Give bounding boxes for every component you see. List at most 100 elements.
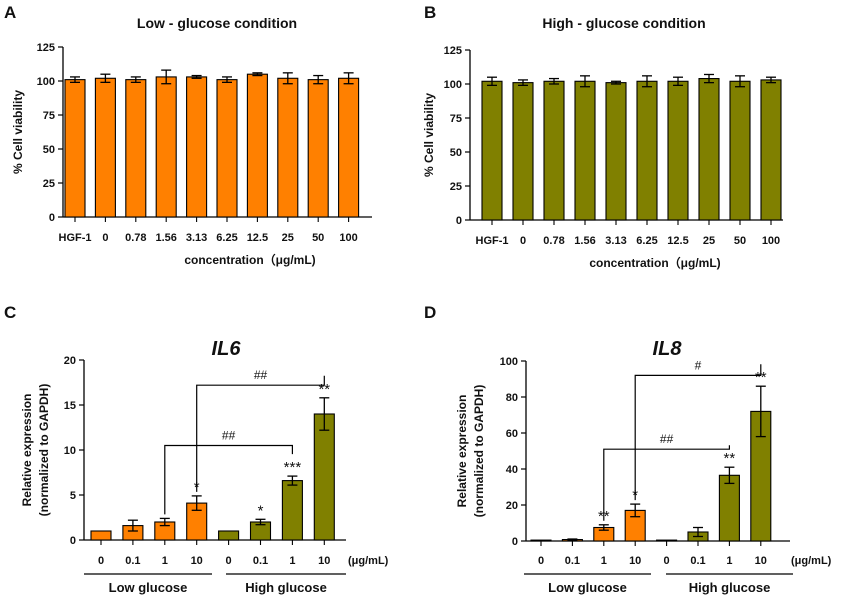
panel-b-bar: [729, 80, 751, 221]
panel-c-category-label: 1: [289, 555, 295, 567]
panel-d-category-label: 0: [664, 555, 670, 567]
panel-c-letter: C: [4, 303, 16, 322]
panel-b-category-label: 1.56: [574, 235, 595, 247]
panel-c-bar: [90, 530, 112, 541]
panel-c-significance-label: *: [258, 502, 264, 519]
panel-b-category-label: 3.13: [605, 235, 626, 247]
panel-a-ytick-label: 75: [43, 110, 55, 122]
panel-a-ytick-label: 100: [37, 76, 55, 88]
panel-b-bar: [481, 80, 503, 221]
panel-a-ytick-label: 25: [43, 178, 55, 190]
panel-d-letter: D: [424, 303, 436, 322]
panel-a-category-label: 6.25: [216, 232, 237, 244]
panel-c-ytick-label: 15: [64, 400, 76, 412]
panel-d-ytick-label: 80: [506, 392, 518, 404]
panel-d-category-label: 1: [601, 555, 607, 567]
panel-b-ytick-label: 100: [444, 79, 462, 91]
panel-a-bar: [64, 79, 86, 218]
panel-a-bar: [125, 79, 147, 218]
panel-c-category-label: 1: [162, 555, 168, 567]
panel-a-category-label: 3.13: [186, 232, 207, 244]
panel-a-bar: [155, 76, 177, 218]
panel-d-bracket-label: #: [695, 358, 702, 372]
panel-b-bar: [543, 80, 565, 221]
panel-c-category-label: 0: [98, 555, 104, 567]
panel-b-category-label: 6.25: [636, 235, 657, 247]
panel-b-category-label: 0.78: [543, 235, 564, 247]
panel-a-category-label: HGF-1: [59, 232, 92, 244]
panel-d-category-label: 10: [755, 555, 767, 567]
panel-d-category-label: 1: [726, 555, 732, 567]
panel-c-ytick-label: 0: [70, 535, 76, 547]
panel-a-category-label: 12.5: [247, 232, 268, 244]
panel-c-bar: [218, 530, 240, 541]
panel-d-group-label-high: High glucose: [689, 580, 771, 595]
panel-d-bracket: [634, 364, 762, 501]
panel-a-letter: A: [4, 3, 16, 22]
panel-d-bar: [530, 539, 552, 542]
panel-a-ytick-label: 50: [43, 144, 55, 156]
panel-c-bracket: [196, 375, 325, 492]
panel-b-bar: [698, 78, 720, 221]
panel-d-category-label: 0.1: [690, 555, 705, 567]
panel-a-xlabel: concentration（μg/mL): [184, 252, 315, 267]
panel-a-ytick-label: 125: [37, 42, 55, 54]
panel-d-ylabel2: (normalized to GAPDH): [472, 385, 486, 518]
panel-d-ytick-label: 100: [500, 356, 518, 368]
panel-b-ytick-label: 50: [450, 147, 462, 159]
panel-b-bar: [667, 80, 689, 221]
panel-d-significance-label: **: [755, 369, 767, 386]
panel-b-category-label: 12.5: [667, 235, 688, 247]
panel-d-bracket-label: ##: [660, 432, 674, 446]
panel-c-ytick-label: 20: [64, 355, 76, 367]
panel-d-title: IL8: [653, 338, 683, 360]
panel-a-category-label: 1.56: [155, 232, 176, 244]
panel-b-title: High - glucose condition: [542, 15, 705, 31]
panel-c-significance-label: **: [318, 381, 330, 398]
panel-b-bar: [605, 82, 627, 221]
panel-d-ytick-label: 20: [506, 500, 518, 512]
panel-a-bar: [246, 73, 268, 218]
panel-b-ytick-label: 25: [450, 181, 462, 193]
panel-c-group-label-high: High glucose: [245, 580, 327, 595]
panel-b-bar: [512, 82, 534, 221]
panel-b-ylabel: % Cell viability: [422, 93, 436, 177]
panel-d-ytick-label: 40: [506, 464, 518, 476]
panel-c-bracket-label: ##: [222, 429, 236, 443]
panel-a-bar: [186, 76, 208, 218]
panel-a-category-label: 25: [282, 232, 294, 244]
panel-b-bar: [574, 80, 596, 221]
panel-b-xlabel: concentration（μg/mL): [589, 255, 720, 270]
panel-d-significance-label: **: [724, 450, 736, 467]
panel-b-bar: [636, 80, 658, 221]
panel-c-bracket: [164, 444, 293, 515]
panel-b-ytick-label: 75: [450, 113, 462, 125]
panel-c-ytick-label: 5: [70, 490, 76, 502]
panel-a-category-label: 0.78: [125, 232, 146, 244]
panel-c-bar: [281, 480, 303, 541]
panel-a-category-label: 0: [102, 232, 108, 244]
panel-a-title: Low - glucose condition: [137, 15, 297, 31]
panel-c-bar: [313, 413, 335, 541]
panel-b-ytick-label: 0: [456, 215, 462, 227]
panel-d-ytick-label: 0: [512, 536, 518, 548]
panel-b-category-label: 25: [703, 235, 715, 247]
panel-c-ytick-label: 10: [64, 445, 76, 457]
panel-d-bar: [718, 474, 740, 542]
panel-d-ylabel: Relative expression: [455, 395, 469, 508]
panel-c-group-label-low: Low glucose: [109, 580, 188, 595]
panel-b-category-label: HGF-1: [476, 235, 509, 247]
panel-d-bracket: [603, 445, 731, 521]
panel-d-category-label: 10: [629, 555, 641, 567]
panel-c-significance-label: ***: [284, 459, 302, 476]
panel-a-bar: [94, 77, 116, 218]
panel-a-bar: [338, 77, 360, 218]
panel-a-category-label: 50: [312, 232, 324, 244]
panel-b-letter: B: [424, 3, 436, 22]
panel-c-ylabel: Relative expression: [20, 394, 34, 507]
panel-d-unit-label: (μg/mL): [791, 555, 832, 567]
panel-a-bar: [307, 79, 329, 218]
panel-d-category-label: 0: [538, 555, 544, 567]
